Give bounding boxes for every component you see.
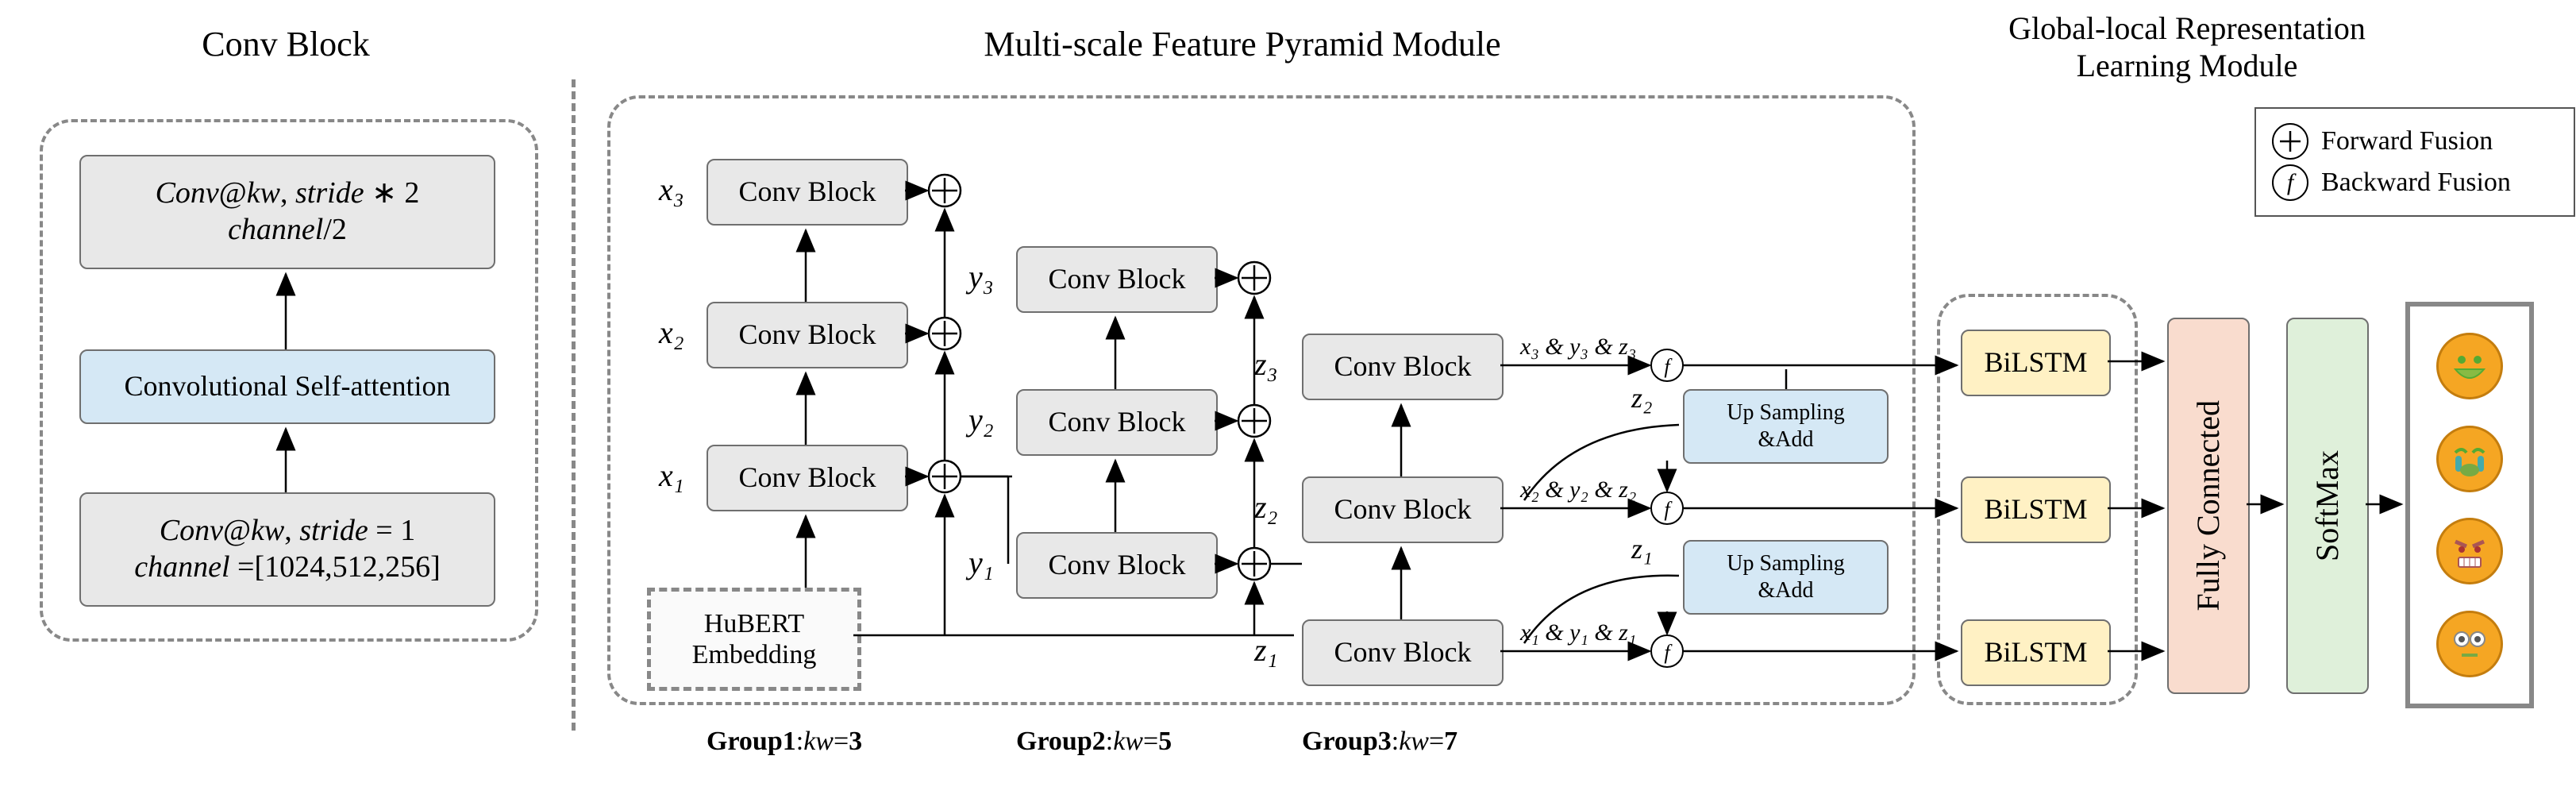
emoji-laugh xyxy=(2436,333,2503,399)
conv-top-block: Conv@kw, stride ∗ 2channel/2 xyxy=(79,155,495,269)
bilstm-1: BiLSTM xyxy=(1961,330,2111,396)
conv-top-label: Conv@kw, stride ∗ 2channel/2 xyxy=(156,175,420,248)
conv-bot-label: Conv@kw, stride = 1channel =[1024,512,25… xyxy=(134,513,441,585)
label-x1: x₁ xyxy=(659,457,684,494)
forward-fusion-icon xyxy=(2272,123,2308,160)
legend-forward-label: Forward Fusion xyxy=(2321,126,2493,156)
conv-block-x1: Conv Block xyxy=(707,445,908,511)
conv-block-z3: Conv Block xyxy=(1302,334,1504,400)
group3-label: Group3:kw=7 xyxy=(1302,727,1457,757)
conv-self-attention-block: Convolutional Self-attention xyxy=(79,349,495,424)
fusion-label-bot: x₁ & y₁ & z₁ xyxy=(1520,619,1636,646)
group2-label: Group2:kw=5 xyxy=(1016,727,1172,757)
conv-block-y3: Conv Block xyxy=(1016,246,1218,313)
conv-block-x2: Conv Block xyxy=(707,302,908,368)
softmax-label: SoftMax xyxy=(2308,450,2347,561)
conv-block-z2: Conv Block xyxy=(1302,476,1504,543)
label-y1: y₁ xyxy=(968,544,994,581)
divider xyxy=(572,79,576,731)
upsample-block-1: Up Sampling &Add xyxy=(1683,540,1889,615)
learning-title: Global-local Representation Learning Mod… xyxy=(1921,10,2453,84)
backward-fusion-icon: f xyxy=(2272,164,2308,201)
emoji-output-block xyxy=(2405,302,2534,708)
conv-block-z1: Conv Block xyxy=(1302,619,1504,686)
upsample-block-2: Up Sampling &Add xyxy=(1683,389,1889,464)
fully-connected-block: Fully Connected xyxy=(2167,318,2250,694)
label-z2: z₂ xyxy=(1254,488,1277,526)
label-y3: y₃ xyxy=(968,258,994,295)
legend: Forward Fusion f Backward Fusion xyxy=(2254,107,2575,217)
hubert-embedding-block: HuBERT Embedding xyxy=(647,588,861,691)
conv-bot-block: Conv@kw, stride = 1channel =[1024,512,25… xyxy=(79,492,495,607)
zfeed-label-1: z₁ xyxy=(1631,532,1653,565)
zfeed-label-2: z₂ xyxy=(1631,381,1653,415)
emoji-cry xyxy=(2436,426,2503,492)
label-z3: z₃ xyxy=(1254,345,1277,383)
softmax-block: SoftMax xyxy=(2286,318,2369,694)
bilstm-2: BiLSTM xyxy=(1961,476,2111,543)
pyramid-title: Multi-scale Feature Pyramid Module xyxy=(587,24,1897,64)
conv-block-y2: Conv Block xyxy=(1016,389,1218,456)
label-x3: x₃ xyxy=(659,171,684,208)
fusion-label-top: x₃ & y₃ & z₃ xyxy=(1520,334,1636,361)
conv-block-y1: Conv Block xyxy=(1016,532,1218,599)
bilstm-3: BiLSTM xyxy=(1961,619,2111,686)
label-y2: y₂ xyxy=(968,401,994,438)
fc-label: Fully Connected xyxy=(2189,400,2228,611)
label-z1: z₁ xyxy=(1254,631,1277,669)
conv-block-x3: Conv Block xyxy=(707,159,908,226)
legend-backward-label: Backward Fusion xyxy=(2321,168,2511,198)
conv-block-title: Conv Block xyxy=(64,24,508,64)
emoji-neutral xyxy=(2436,611,2503,677)
label-x2: x₂ xyxy=(659,314,684,351)
group1-label: Group1:kw=3 xyxy=(707,727,862,757)
emoji-angry xyxy=(2436,518,2503,584)
fusion-label-mid: x₂ & y₂ & z₂ xyxy=(1520,476,1636,503)
